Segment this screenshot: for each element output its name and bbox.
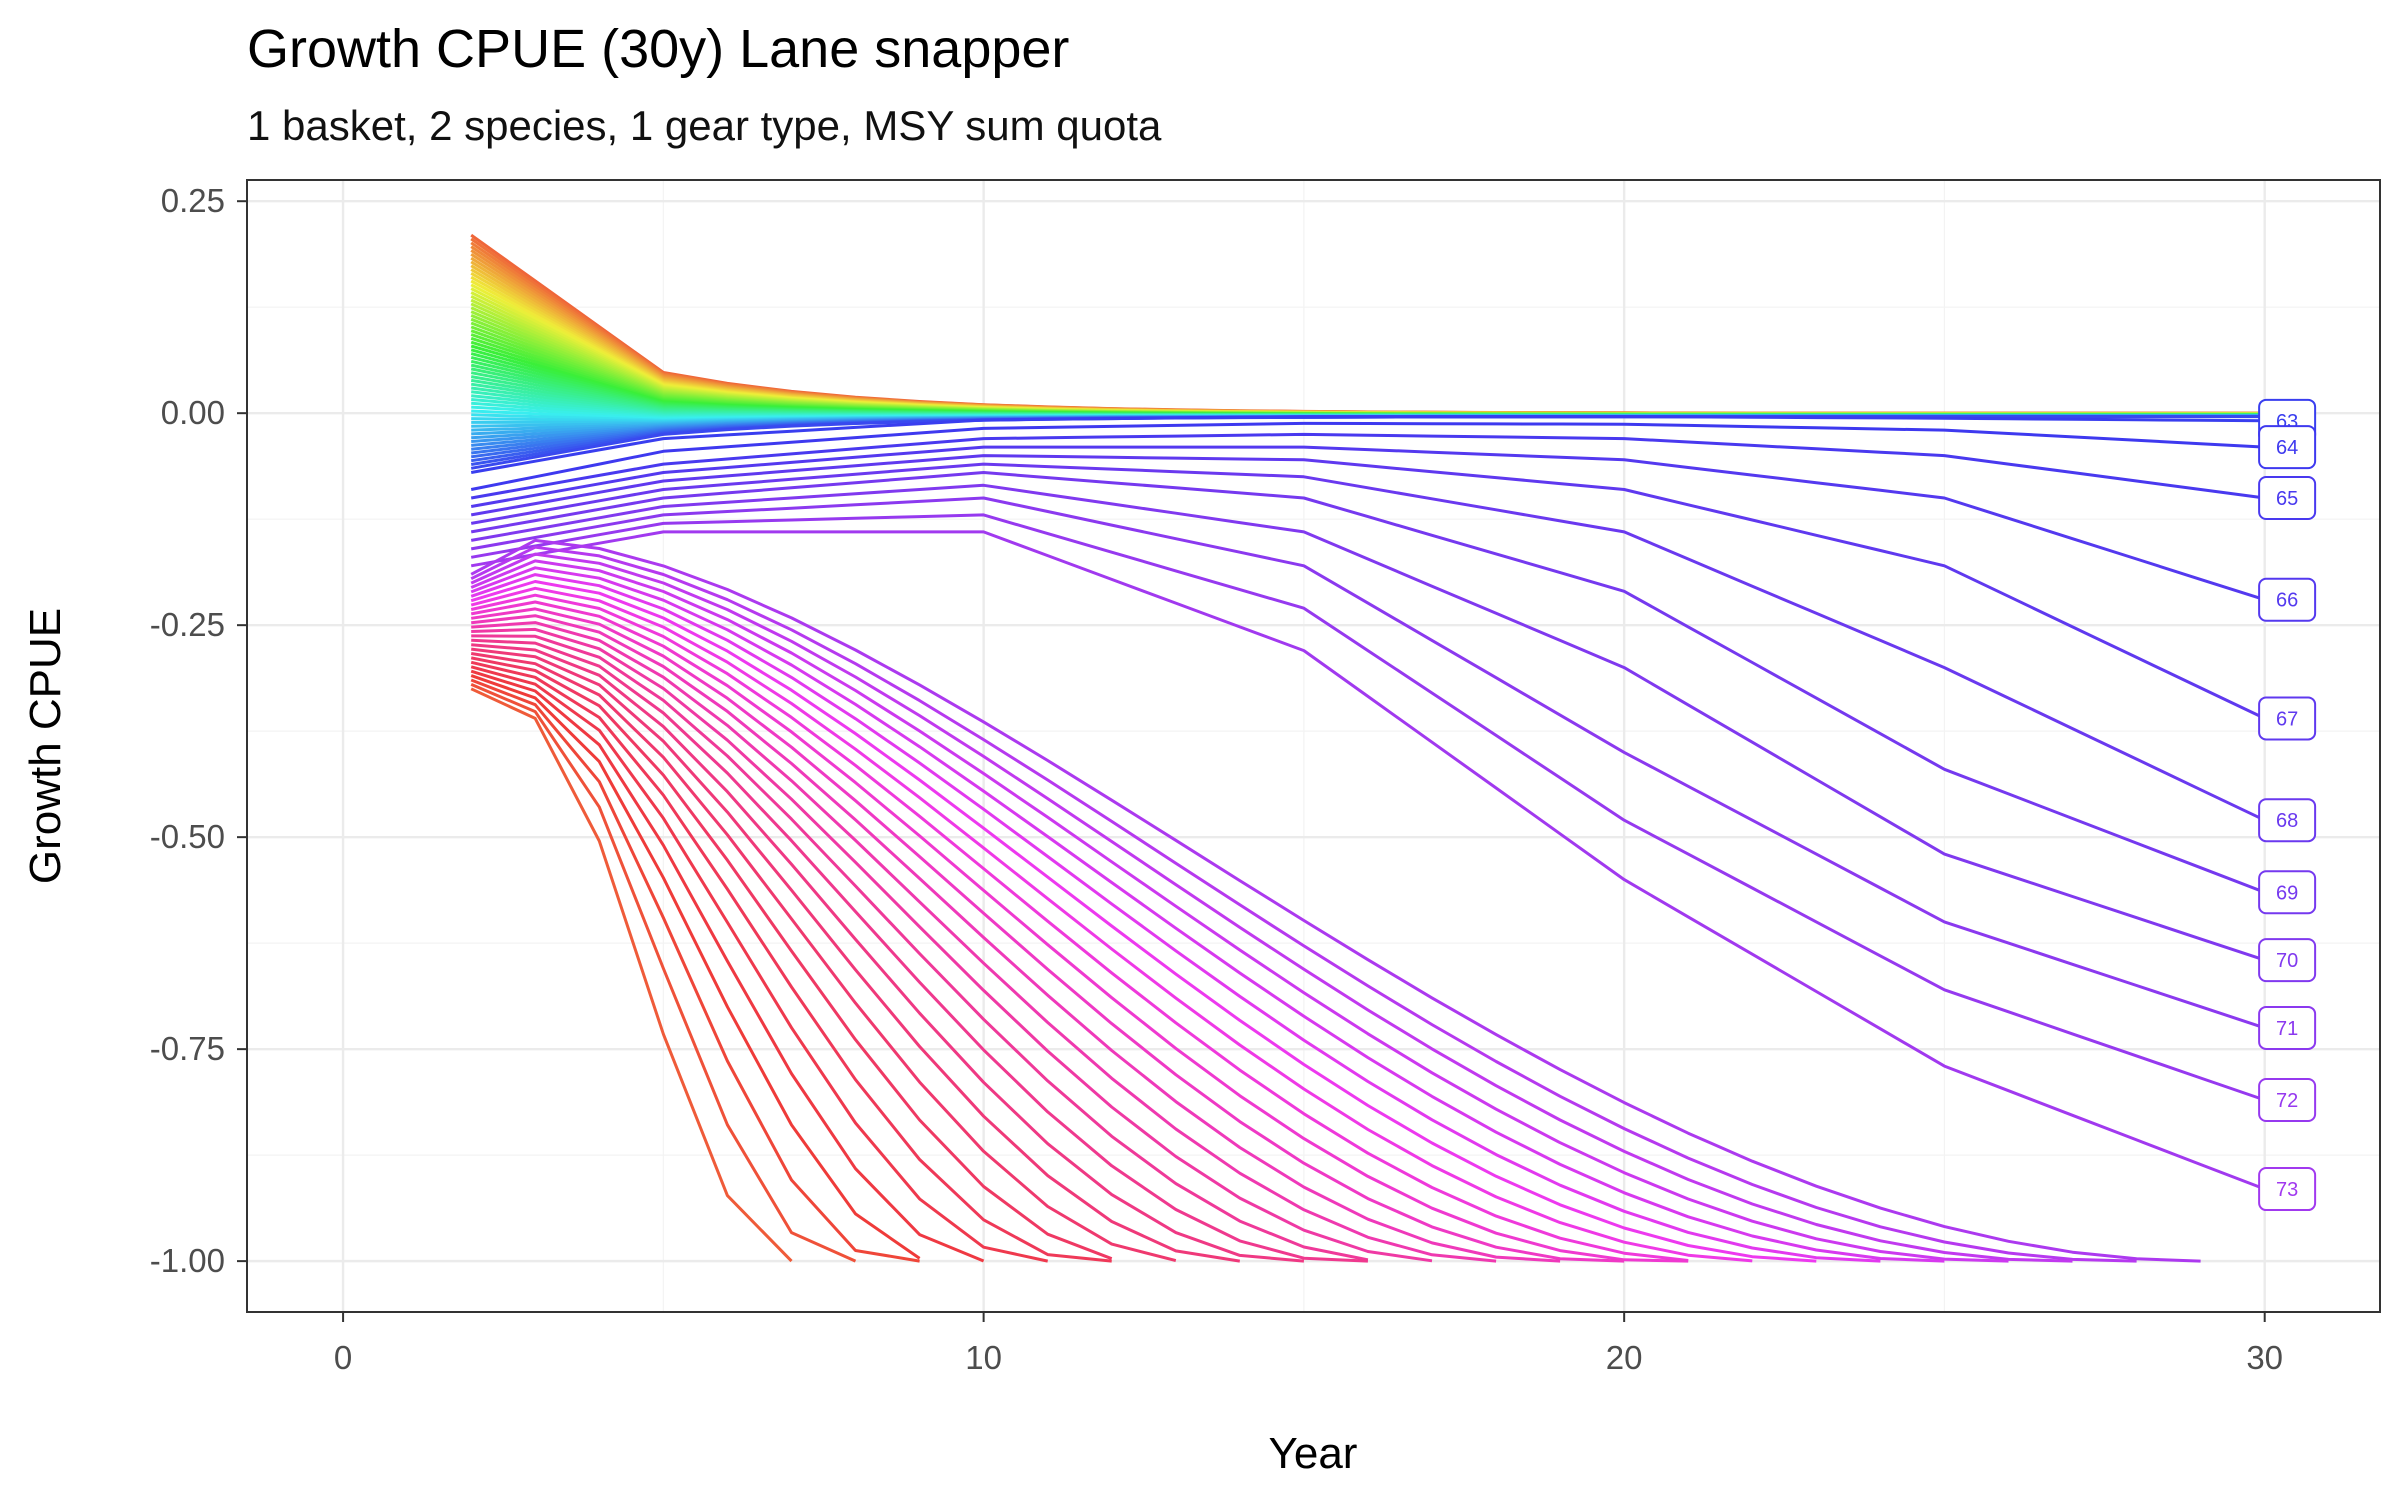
panel-border <box>246 179 2381 1313</box>
end-label-66: 66 <box>2258 577 2317 622</box>
series-line-93 <box>470 656 1113 1261</box>
end-label-text: 69 <box>2276 882 2298 904</box>
series-line-89 <box>471 638 1368 1263</box>
end-label-68: 68 <box>2258 798 2317 843</box>
series-line-92 <box>470 652 1177 1263</box>
x-tick-label: 30 <box>2246 1339 2283 1376</box>
series-line-27 <box>470 333 2265 417</box>
series-line-99 <box>470 683 857 1263</box>
end-label-text: 66 <box>2276 590 2298 612</box>
series-line-30 <box>470 344 2265 417</box>
series-line-94 <box>470 660 1112 1263</box>
series-line-24 <box>470 321 2265 416</box>
end-label-box <box>2258 1078 2317 1123</box>
end-label-box <box>2258 577 2317 622</box>
end-label-box <box>2258 870 2317 915</box>
series-line-97 <box>470 674 921 1260</box>
chart-subtitle: 1 basket, 2 species, 1 gear type, MSY su… <box>247 102 1162 149</box>
series-line-25 <box>470 325 2265 416</box>
series-line-87 <box>471 627 1433 1263</box>
end-label-73: 73 <box>2258 1167 2317 1212</box>
end-label-text: 65 <box>2276 488 2298 510</box>
y-axis-title: Growth CPUE <box>21 608 70 884</box>
series-line-80 <box>470 580 1817 1263</box>
y-tick-label: -0.50 <box>150 818 225 855</box>
chart-title: Growth CPUE (30y) Lane snapper <box>247 19 1069 79</box>
axes: 0 10 20 30 0.25 0.00 -0.25 -0.50 -0.75 -1.00 <box>150 182 2283 1376</box>
series-line-82 <box>470 593 1689 1262</box>
series-line-67 <box>470 454 2266 720</box>
end-label-text: 72 <box>2276 1090 2298 1112</box>
series-line-86 <box>471 621 1497 1263</box>
end-label-65: 65 <box>2258 475 2317 520</box>
y-tick-label: 0.00 <box>161 394 225 431</box>
series-line-83 <box>470 600 1689 1263</box>
x-tick-label: 0 <box>334 1339 352 1376</box>
series-line-68 <box>470 462 2266 822</box>
end-label-69: 69 <box>2258 870 2317 915</box>
series-line-73 <box>470 530 2266 1191</box>
series-line-63 <box>470 415 2265 474</box>
series-line-91 <box>471 647 1241 1263</box>
y-tick-label: -0.25 <box>150 606 225 643</box>
series-line-28 <box>470 336 2265 417</box>
series-line-96 <box>470 669 985 1263</box>
series-line-85 <box>471 614 1561 1263</box>
end-label-64: 64 <box>2258 425 2317 470</box>
series-line-26 <box>470 329 2265 417</box>
end-label-72: 72 <box>2258 1078 2317 1123</box>
end-label-box <box>2258 798 2317 843</box>
end-label-71: 71 <box>2258 1005 2317 1050</box>
series-line-72 <box>470 513 2266 1102</box>
series-line-77 <box>470 559 2009 1263</box>
end-label-text: 73 <box>2276 1179 2298 1201</box>
series-line-65 <box>470 432 2265 500</box>
end-label-70: 70 <box>2258 938 2317 983</box>
end-label-67: 67 <box>2258 696 2317 741</box>
series-line-98 <box>470 678 920 1263</box>
series-line-64 <box>470 421 2265 491</box>
series-line-84 <box>470 607 1625 1263</box>
series-lines <box>470 233 2266 1263</box>
end-label-text: 68 <box>2276 810 2298 832</box>
end-label-text: 67 <box>2276 708 2298 730</box>
series-line-95 <box>470 665 1049 1263</box>
series-line-79 <box>470 573 1881 1263</box>
series-line-76 <box>470 552 2073 1263</box>
end-label-box <box>2258 1005 2317 1050</box>
end-label-box <box>2258 1167 2317 1212</box>
x-tick-label: 10 <box>965 1339 1002 1376</box>
series-line-81 <box>470 586 1753 1263</box>
end-label-text: 71 <box>2276 1018 2298 1040</box>
y-tick-label: -1.00 <box>150 1242 225 1279</box>
series-line-90 <box>471 643 1305 1263</box>
series-line-71 <box>470 496 2266 1030</box>
y-tick-label: 0.25 <box>161 182 225 219</box>
series-line-74 <box>470 538 2201 1263</box>
series-line-70 <box>470 483 2266 962</box>
series-line-29 <box>470 340 2265 417</box>
x-tick-label: 20 <box>1606 1339 1643 1376</box>
end-label-box <box>2258 475 2317 520</box>
end-label-box <box>2258 938 2317 983</box>
series-line-78 <box>470 566 1945 1263</box>
series-line-69 <box>470 471 2266 894</box>
y-tick-label: -0.75 <box>150 1030 225 1067</box>
series-line-100 <box>470 687 793 1263</box>
end-label-box <box>2258 425 2317 470</box>
end-label-text: 64 <box>2276 437 2298 459</box>
end-label-text: 70 <box>2276 950 2298 972</box>
series-line-75 <box>470 545 2137 1263</box>
x-axis-title: Year <box>1269 1429 1358 1478</box>
series-line-66 <box>470 445 2266 602</box>
series-line-88 <box>471 634 1369 1262</box>
end-label-box <box>2258 696 2317 741</box>
